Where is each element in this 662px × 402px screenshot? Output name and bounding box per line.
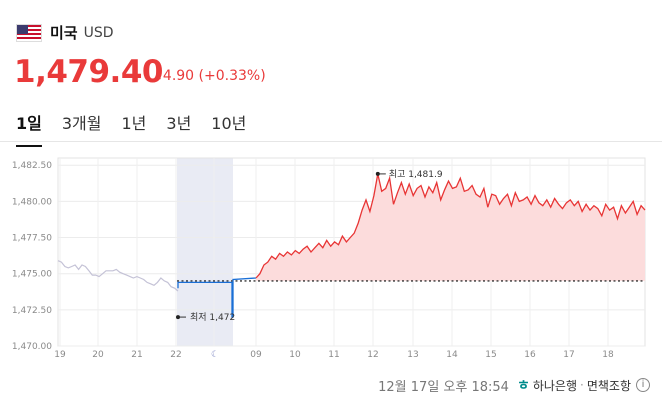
x-tick-label: 09 (250, 350, 262, 360)
x-tick-label: 18 (602, 350, 614, 360)
y-tick-label: 1,470.00 (12, 342, 52, 352)
tab-10years[interactable]: 10년 (211, 114, 247, 133)
country-name: 미국 (50, 24, 78, 42)
x-tick-label: 11 (328, 350, 339, 360)
y-axis: 1,482.50 1,480.00 1,477.50 1,475.00 1,472.50… (12, 161, 52, 352)
y-tick-label: 1,475.00 (12, 270, 52, 280)
y-tick-label: 1,480.00 (12, 197, 52, 207)
tab-1year[interactable]: 1년 (121, 114, 147, 133)
separator: · (580, 378, 584, 392)
y-tick-label: 1,472.50 (12, 306, 52, 316)
price-change: ▲ 4.90 (+0.33%) (154, 68, 266, 84)
x-tick-label: 19 (54, 350, 66, 360)
x-tick-label: 16 (524, 350, 536, 360)
x-tick-label: 22 (170, 350, 181, 360)
currency-header: 미국 USD (16, 22, 114, 43)
y-tick-label: 1,482.50 (12, 161, 52, 171)
info-icon[interactable]: i (636, 378, 650, 392)
x-tick-label: 15 (485, 350, 496, 360)
up-triangle-icon: ▲ (154, 71, 161, 81)
night-session-line (177, 277, 257, 318)
high-label: 최고 1,481.9 (389, 169, 443, 180)
high-marker: 최고 1,481.9 (375, 169, 443, 180)
period-tabs: 1일 3개월 1년 3년 10년 (16, 110, 266, 147)
y-tick-label: 1,477.50 (12, 234, 52, 244)
x-tick-label: 10 (289, 350, 301, 360)
chart-footer: 12월 17일 오후 18:54 ㅎ 하나은행 · 면책조항 i (378, 375, 650, 395)
price-chart[interactable]: 1,482.50 1,480.00 1,477.50 1,475.00 1,472.50… (0, 150, 662, 365)
past-days-line (57, 260, 179, 292)
tab-divider (0, 141, 662, 142)
change-value: 4.90 (+0.33%) (162, 68, 266, 84)
x-tick-label: 20 (92, 350, 104, 360)
update-timestamp: 12월 17일 오후 18:54 (378, 379, 509, 395)
today-price-line (255, 173, 646, 279)
x-tick-label: 17 (563, 350, 574, 360)
tab-3months[interactable]: 3개월 (61, 114, 102, 133)
tab-3years[interactable]: 3년 (166, 114, 192, 133)
hana-bank-logo-icon: ㅎ (516, 378, 530, 394)
x-axis: 19 20 21 22 09 10 11 12 13 14 15 16 17 18 (54, 350, 614, 360)
price-area-fill (256, 173, 645, 281)
currency-code: USD (83, 24, 114, 41)
high-dot (375, 171, 380, 176)
low-dot (176, 315, 180, 320)
bank-name: 하나은행 (532, 378, 577, 393)
x-tick-label: 13 (407, 350, 418, 360)
bank-source: ㅎ 하나은행 · 면책조항 (517, 375, 631, 395)
x-tick-label: 21 (131, 350, 142, 360)
current-price: 1,479.40 (14, 54, 163, 90)
night-session-shade (177, 158, 233, 346)
us-flag-icon (16, 23, 42, 42)
low-label: 최저 1,472 (190, 312, 235, 323)
x-tick-label: 14 (446, 350, 458, 360)
low-marker: 최저 1,472 (176, 312, 235, 323)
x-tick-label: 12 (367, 350, 378, 360)
moon-icon: ☾ (211, 350, 219, 360)
tab-1day[interactable]: 1일 (16, 110, 42, 147)
disclaimer-link[interactable]: 면책조항 (586, 378, 631, 393)
